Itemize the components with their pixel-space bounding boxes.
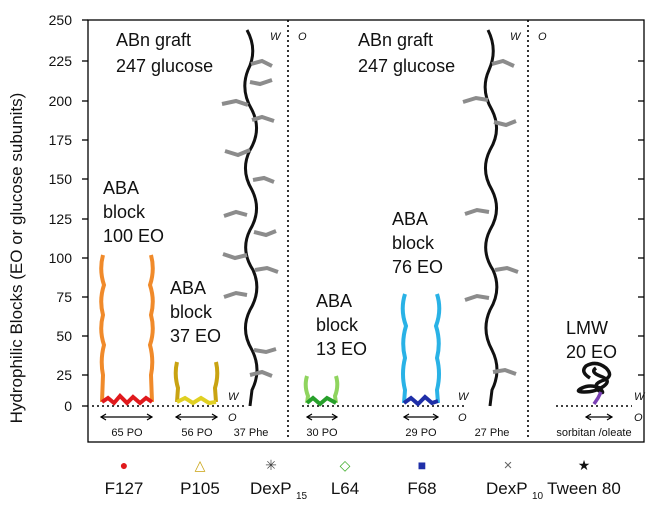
f127-structure	[99, 254, 155, 406]
star-marker-icon: ★	[578, 457, 591, 473]
y-tick-labels: 250 225 200 175 150 125 100 75 50 25 0	[49, 12, 73, 414]
legend-subscript: 15	[296, 491, 308, 501]
legend-item-dexp10: × DexP 10	[486, 457, 544, 502]
y-tick-marks	[82, 19, 644, 407]
interface-lines	[92, 20, 632, 440]
legend-label: F127	[105, 479, 144, 498]
tween-label-line2: 20 EO	[566, 342, 617, 362]
graft-right-line1: ABn graft	[358, 30, 433, 50]
l64-label-line1: ABA	[316, 291, 352, 311]
tween80-structure	[576, 361, 612, 405]
square-marker-icon: ■	[418, 457, 426, 473]
legend-item-l64: ◇ L64	[331, 457, 359, 498]
p105-structure	[173, 361, 220, 406]
dex15-phe-label: 37 Phe	[234, 427, 269, 439]
y-tick-label: 50	[56, 328, 72, 344]
tween-label-line1: LMW	[566, 318, 608, 338]
legend-item-p105: △ P105	[180, 457, 220, 498]
circle-marker-icon: ●	[120, 457, 128, 473]
y-tick-label: 125	[49, 211, 73, 227]
f68-label-line3: 76 EO	[392, 257, 443, 277]
y-tick-label: 0	[64, 398, 72, 414]
water-label: W	[634, 391, 646, 403]
y-tick-label: 250	[49, 12, 73, 28]
oil-label: O	[298, 31, 307, 43]
diamond-marker-icon: ◇	[340, 457, 351, 473]
y-tick-label: 175	[49, 132, 73, 148]
oil-label: O	[228, 412, 237, 424]
legend-item-dexp15: ✳ DexP 15	[250, 457, 308, 502]
f68-po-label: 29 PO	[405, 427, 437, 439]
tween-hydrophobe-label: sorbitan /oleate	[556, 427, 631, 439]
graft-right-line2: 247 glucose	[358, 56, 455, 76]
legend-label: F68	[407, 479, 436, 498]
legend-label: L64	[331, 479, 359, 498]
p105-label-line3: 37 EO	[170, 326, 221, 346]
l64-label-line2: block	[316, 315, 359, 335]
annotations: ABn graft 247 glucose ABn graft 247 gluc…	[103, 30, 617, 362]
y-axis-title: Hydrophilic Blocks (EO or glucose subuni…	[7, 93, 26, 424]
graft-left-line1: ABn graft	[116, 30, 191, 50]
oil-label: O	[634, 412, 643, 424]
legend-item-f68: ■ F68	[407, 457, 436, 498]
water-label: W	[458, 391, 470, 403]
y-tick-label: 200	[49, 93, 73, 109]
graft-left-line2: 247 glucose	[116, 56, 213, 76]
y-tick-label: 25	[56, 367, 72, 383]
legend-item-f127: ● F127	[105, 457, 144, 498]
hydrophobic-labels: 65 PO 56 PO 37 Phe 30 PO 29 PO 27 Phe so…	[111, 427, 631, 439]
triangle-marker-icon: △	[195, 457, 206, 473]
l64-po-label: 30 PO	[306, 427, 338, 439]
p105-label-line2: block	[170, 302, 213, 322]
f68-label-line1: ABA	[392, 209, 428, 229]
span-arrows	[99, 413, 614, 421]
dex10-phe-label: 27 Phe	[475, 427, 510, 439]
dex15-structure	[221, 29, 279, 407]
legend-subscript: 10	[532, 491, 544, 501]
f68-structure	[400, 293, 442, 407]
water-label: W	[270, 31, 282, 43]
legend-item-tween80: ★ Tween 80	[547, 457, 621, 498]
p105-po-label: 56 PO	[181, 427, 213, 439]
f127-label-line3: 100 EO	[103, 226, 164, 246]
y-tick-label: 100	[49, 250, 73, 266]
y-tick-label: 75	[56, 289, 72, 305]
water-label: W	[228, 391, 240, 403]
legend: ● F127 △ P105 ✳ DexP 15 ◇ L64 ■ F68 × De…	[105, 457, 621, 502]
oil-label: O	[538, 31, 547, 43]
y-tick-label: 225	[49, 53, 73, 69]
legend-label: P105	[180, 479, 220, 498]
f127-po-label: 65 PO	[111, 427, 143, 439]
l64-structure	[303, 375, 340, 407]
y-tick-label: 150	[49, 171, 73, 187]
cross-marker-icon: ×	[504, 457, 513, 474]
legend-label: DexP	[250, 479, 292, 498]
oil-label: O	[458, 412, 467, 424]
f68-label-line2: block	[392, 233, 435, 253]
f127-label-line2: block	[103, 202, 146, 222]
asterisk-marker-icon: ✳	[265, 457, 277, 473]
legend-label: DexP	[486, 479, 528, 498]
f127-label-line1: ABA	[103, 178, 139, 198]
water-label: W	[510, 31, 522, 43]
dex10-structure	[462, 29, 519, 407]
p105-label-line1: ABA	[170, 278, 206, 298]
legend-label: Tween 80	[547, 479, 621, 498]
l64-label-line3: 13 EO	[316, 339, 367, 359]
plot-frame	[87, 19, 645, 443]
phase-labels: W O W O W O W O W O	[228, 31, 646, 424]
